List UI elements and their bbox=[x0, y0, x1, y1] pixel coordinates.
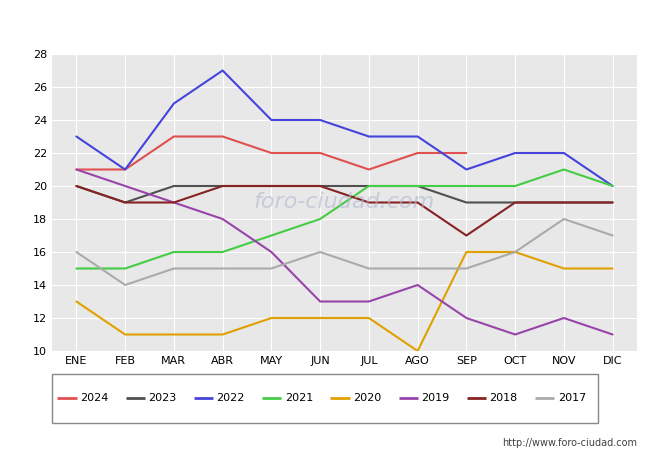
Text: 2018: 2018 bbox=[489, 393, 518, 403]
Text: foro-ciudad.com: foro-ciudad.com bbox=[254, 193, 435, 212]
Text: 2017: 2017 bbox=[558, 393, 586, 403]
Text: http://www.foro-ciudad.com: http://www.foro-ciudad.com bbox=[502, 438, 637, 448]
Text: 2022: 2022 bbox=[216, 393, 245, 403]
Text: Afiliados en Marrupe a 30/9/2024: Afiliados en Marrupe a 30/9/2024 bbox=[187, 11, 463, 29]
Text: 2021: 2021 bbox=[285, 393, 313, 403]
Text: 2024: 2024 bbox=[80, 393, 109, 403]
Text: 2020: 2020 bbox=[353, 393, 382, 403]
Text: 2019: 2019 bbox=[421, 393, 450, 403]
Text: 2023: 2023 bbox=[148, 393, 177, 403]
